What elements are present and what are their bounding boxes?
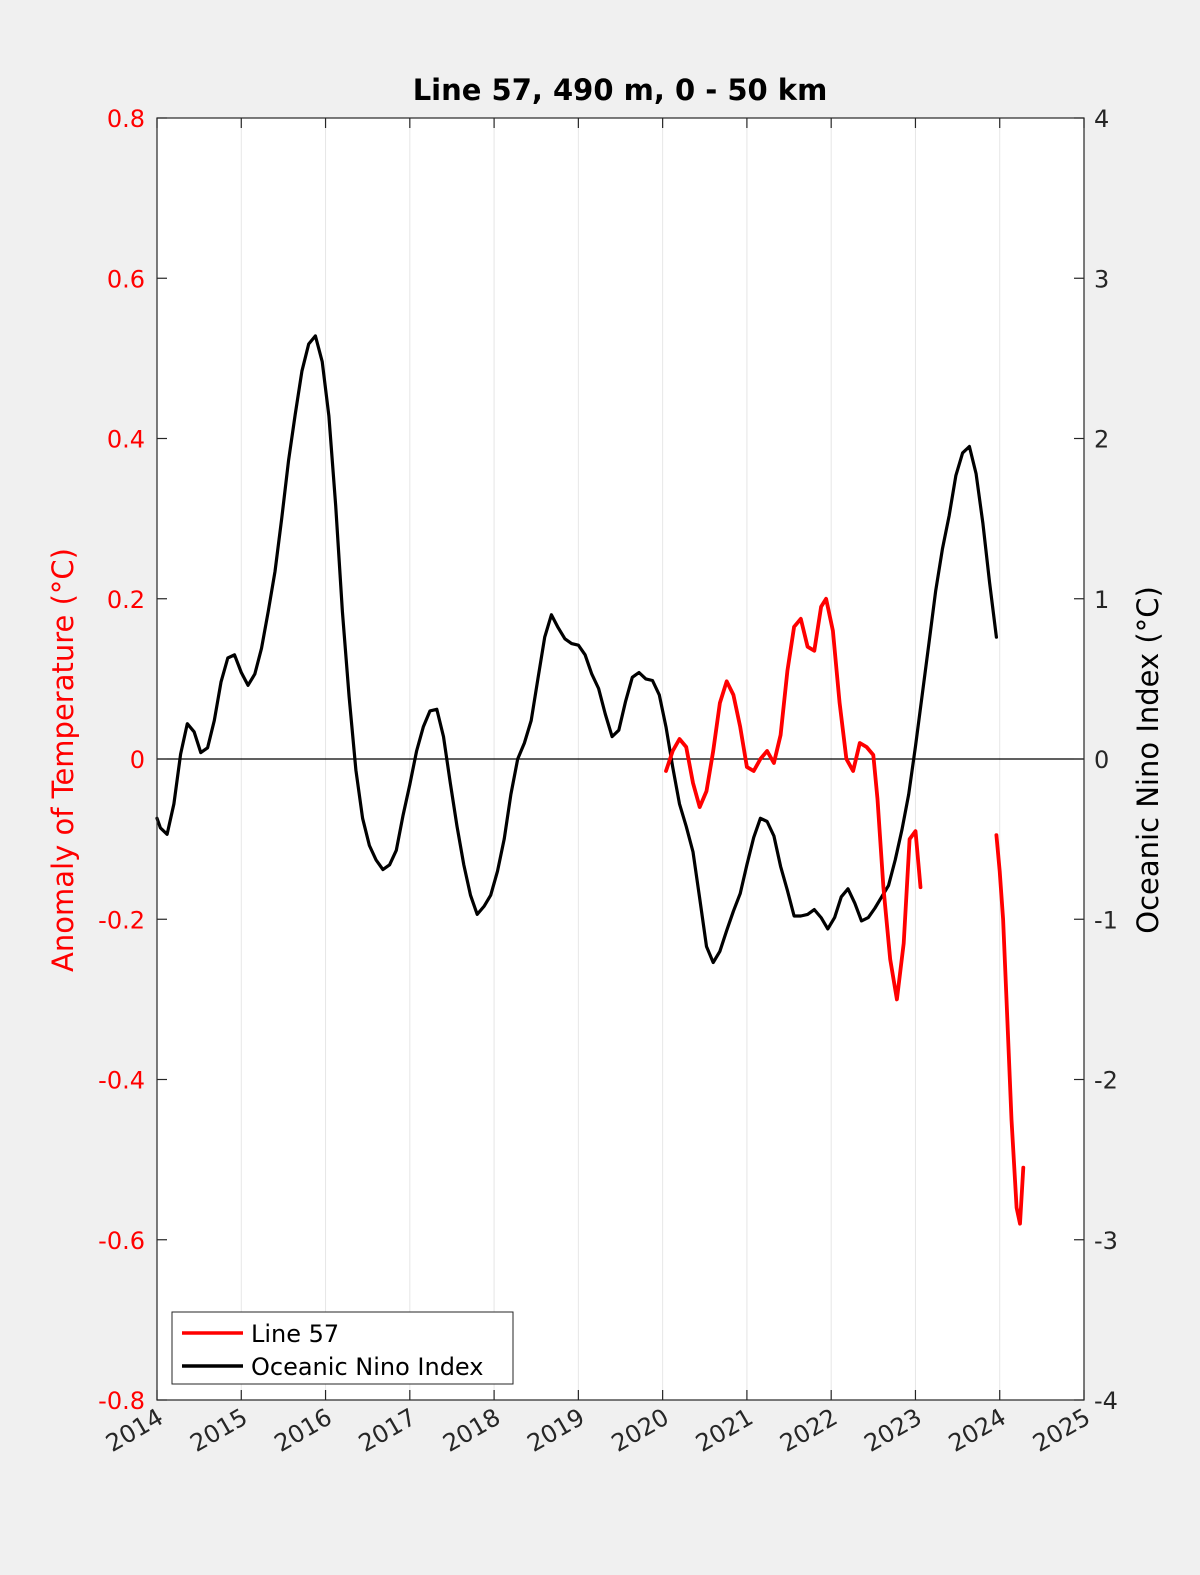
legend-box [171,1311,514,1385]
y-right-tick-label: 4 [1094,105,1109,133]
series-line-line-57-segment-1 [664,596,923,1002]
y-left-tick-label: -0.6 [98,1227,145,1255]
y-axis-right-label: Oceanic Nino Index (°C) [1131,586,1165,934]
legend: Line 57 Oceanic Nino Index [171,1311,514,1385]
y-right-tick-label: -2 [1094,1067,1118,1095]
y-right-tick-label: 1 [1094,586,1109,614]
y-right-tick-label: -1 [1094,906,1118,934]
y-left-tick-label: 0.8 [107,105,145,133]
y-axis-left-label: Anomaly of Temperature (°C) [46,548,80,972]
y-right-tick-label: 2 [1094,426,1109,454]
series-line-oceanic-nino-index [155,334,999,965]
y-left-tick-label: -0.8 [98,1387,145,1415]
y-right-tick-label: 0 [1094,746,1109,774]
chart-title: Line 57, 490 m, 0 - 50 km [413,73,828,107]
series-line-line-57-segment-2 [994,833,1026,1226]
y-right-tick-label: 3 [1094,265,1109,293]
y-left-tick-label: 0.6 [107,265,145,293]
y-right-tick-label: -4 [1094,1387,1118,1415]
legend-label-line57: Line 57 [251,1320,339,1348]
y-left-tick-label: 0 [130,746,145,774]
y-left-tick-label: 0.4 [107,426,145,454]
y-right-tick-label: -3 [1094,1227,1118,1255]
legend-label-oni: Oceanic Nino Index [251,1353,483,1381]
series-layer [155,334,1026,1226]
y-left-tick-label: -0.4 [98,1067,145,1095]
y-left-tick-label: 0.2 [107,586,145,614]
y-left-tick-label: -0.2 [98,906,145,934]
